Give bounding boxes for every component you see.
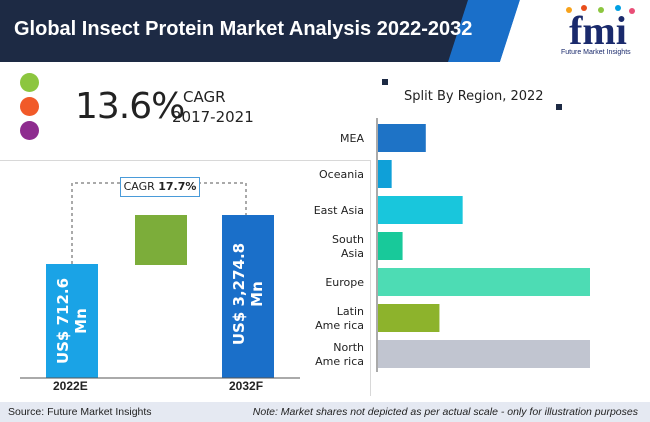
region-bar-2 [378,196,463,224]
region-bar-5 [378,304,440,332]
footer-source: Source: Future Market Insights [8,406,152,418]
bar-2032-label: US$ 3,274.8 Mn [230,229,266,359]
region-bar-3 [378,232,403,260]
year-label-2022: 2022E [53,379,88,393]
bar-2022-label-line2: Mn [72,308,90,334]
region-label-6: North Ame rica [315,341,364,368]
page-title: Global Insect Protein Market Analysis 20… [14,18,473,40]
cagr-growth-badge: CAGR 17.7% [120,177,200,197]
bar-2032 [222,215,274,378]
section-divider-vertical [370,160,371,396]
region-label-5: Latin Ame rica [315,305,364,332]
bullet-icon [382,79,388,85]
region-bar-4 [378,268,590,296]
bullet-icon [556,104,562,110]
footer-note: Note: Market shares not depicted as per … [252,406,638,418]
region-label-0: MEA [340,132,364,145]
market-size-chart [20,182,300,379]
region-chart-title: Split By Region, 2022 [404,89,544,104]
bar-2032-label-line2: Mn [248,281,266,307]
year-label-2032: 2032F [229,379,264,393]
cagr-growth-value: 17.7% [158,180,197,193]
green-dot-icon [20,73,39,92]
orange-dot-icon [20,97,39,116]
bar-2022-label: US$ 712.6 Mn [54,266,90,376]
logo-tagline: Future Market Insights [561,49,631,56]
cagr-value: 13.6% [75,86,185,127]
header-banner: Global Insect Protein Market Analysis 20… [0,0,650,62]
fmi-logo-icon: fmi [566,5,635,53]
bar-2022 [46,264,98,378]
region-label-2: East Asia [314,204,364,217]
region-label-3: South Asia [332,233,364,260]
region-label-1: Oceania [319,168,364,181]
region-label-4: Europe [325,276,364,289]
region-bar-6 [378,340,590,368]
header-background [0,0,650,62]
cagr-growth-prefix: CAGR [123,180,155,193]
section-divider-horizontal [0,160,370,161]
bar-2022-label-line1: US$ 712.6 [54,277,72,365]
logo-text: fmi [569,8,627,53]
region-bar-1 [378,160,392,188]
region-bar-chart: MEA Oceania East Asia South Asia Europe Latin A… [314,118,590,372]
cagr-label: CAGR [183,88,226,106]
bar-2032-label-line1: US$ 3,274.8 [230,242,248,346]
region-bar-0 [378,124,426,152]
footer: Source: Future Market Insights Note: Mar… [0,402,650,422]
cagr-period: 2017-2021 [172,108,254,126]
growth-block [135,215,187,265]
purple-dot-icon [20,121,39,140]
